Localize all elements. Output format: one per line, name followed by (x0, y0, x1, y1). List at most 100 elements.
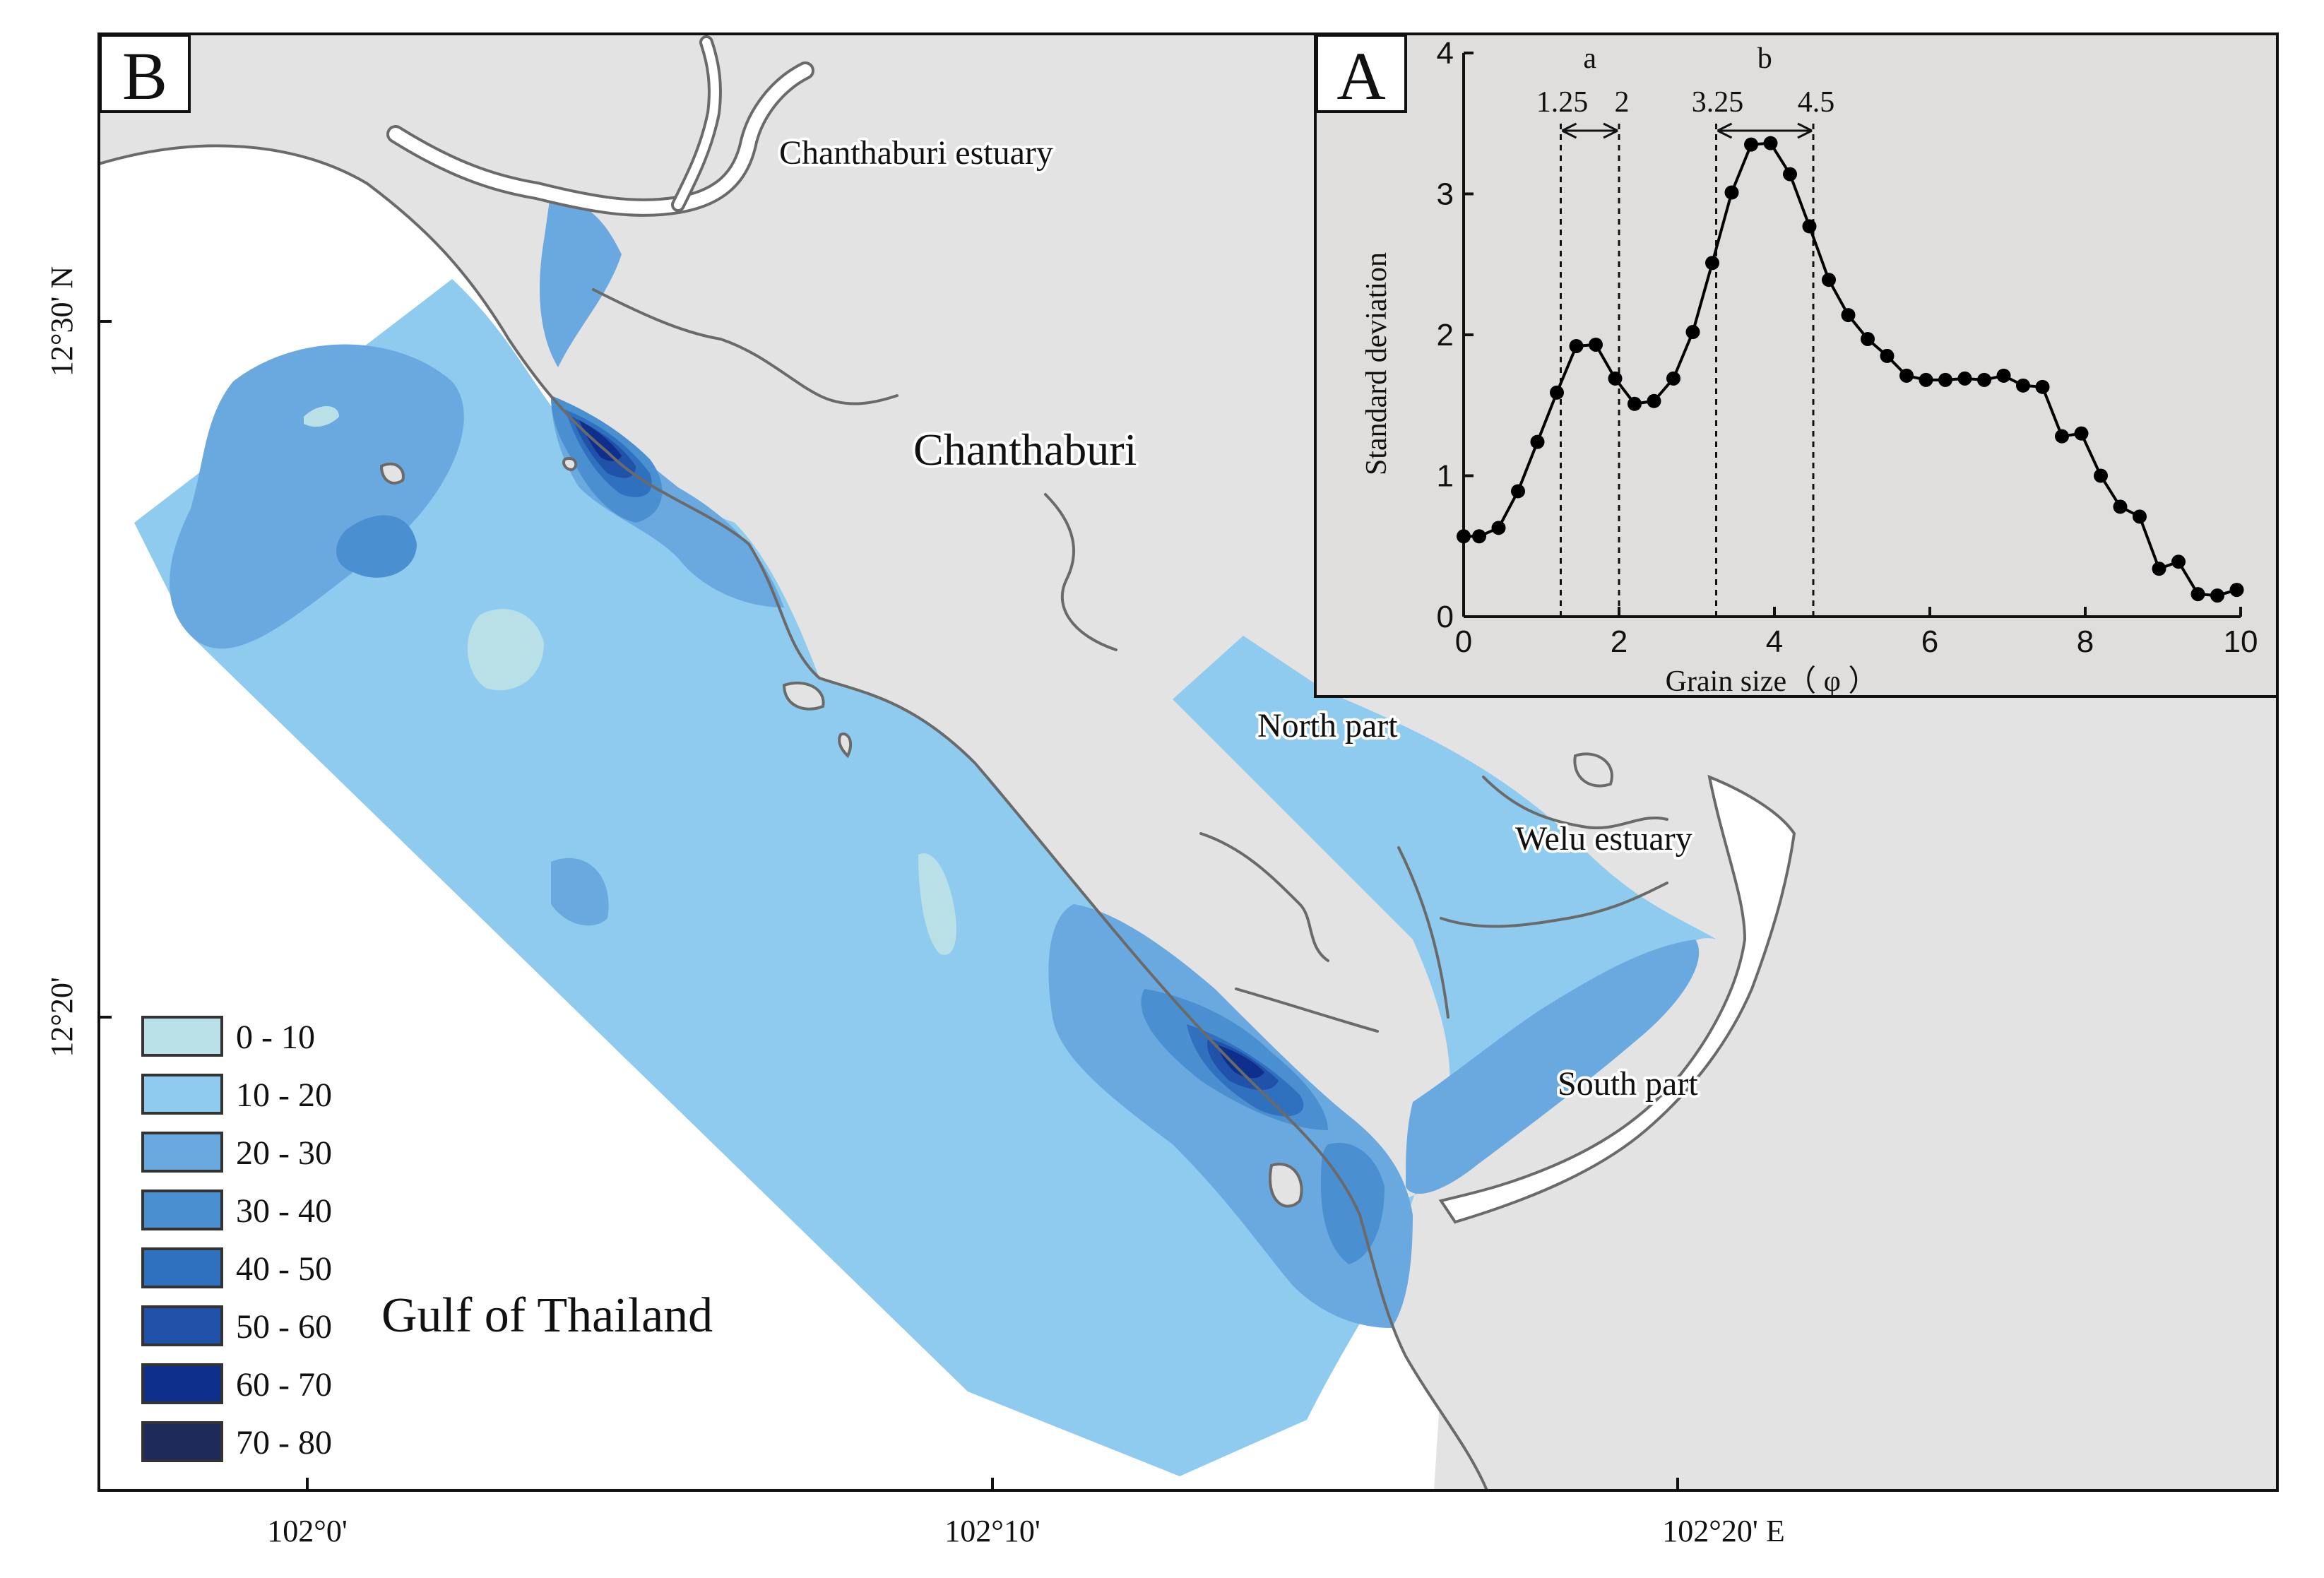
panel-a-letter: A (1336, 38, 1385, 114)
inset-y-tick-label: 4 (1437, 36, 1454, 71)
inset-series (1457, 136, 2244, 603)
inset-x-tick-label: 8 (2077, 624, 2094, 659)
inset-y-tick-label: 1 (1437, 459, 1454, 494)
inset-chart-panel: A 0 2 4 6 8 10 0 1 2 3 4 a 1.25 2 b 3.25 4.5 Grain size… (1314, 32, 2279, 698)
contour-20-30-south (1048, 904, 1413, 1328)
tidal-flats-east (1438, 774, 1796, 1224)
lon-tick-102-20: 102°20' E (1662, 1514, 1784, 1548)
range-b-label: b (1757, 42, 1772, 75)
data-point (2133, 509, 2147, 524)
legend-swatch (141, 1016, 223, 1057)
data-point (1511, 484, 1525, 499)
inset-axes: 0 2 4 6 8 10 0 1 2 3 4 (1437, 36, 2258, 659)
data-point (1919, 372, 1933, 387)
contour-0-10-north (304, 406, 339, 427)
data-point (1802, 219, 1817, 234)
lon-tick-102-0: 102°0' (267, 1514, 348, 1548)
inset-y-tick-label: 0 (1437, 600, 1454, 634)
range-a-arrowhead-right (1603, 122, 1618, 139)
data-point (1628, 396, 1642, 411)
data-point (2035, 379, 2050, 394)
inset-x-axis-label: Grain size（ φ ） (1666, 665, 1878, 698)
data-point (2074, 426, 2089, 441)
data-point (1666, 371, 1680, 386)
map-frame (97, 32, 2279, 1492)
data-point (1841, 308, 1856, 323)
legend-swatch (141, 1190, 223, 1230)
data-point (1899, 368, 1914, 383)
legend-label: 50 - 60 (236, 1308, 332, 1346)
range-a-start-label: 1.25 (1536, 86, 1589, 119)
legend-label: 40 - 50 (236, 1250, 332, 1288)
contour-20-30-mid (551, 858, 609, 926)
legend-swatch (141, 1421, 223, 1462)
data-point (1569, 338, 1584, 353)
contour-20-30-east (1406, 939, 1700, 1194)
map-lon-ticks (306, 1478, 1679, 1490)
range-b-end-label: 4.5 (1798, 86, 1835, 119)
inset-x-tick-label: 6 (1921, 624, 1938, 659)
contour-0-10-mid (918, 853, 956, 955)
label-north-part: North part (1257, 707, 1398, 744)
data-point (1861, 331, 1875, 346)
data-point (1472, 529, 1486, 544)
legend-label: 20 - 30 (236, 1134, 332, 1172)
data-point (2229, 583, 2244, 598)
inset-x-tick-label: 10 (2224, 624, 2258, 659)
data-point (1763, 136, 1778, 150)
legend: 0 - 10 10 - 20 20 - 30 30 - 40 40 - 50 50 - 6… (141, 1016, 332, 1462)
label-gulf-of-thailand: Gulf of Thailand (381, 1288, 713, 1343)
inset-x-tick-label: 0 (1455, 624, 1472, 659)
map-lat-ticks (99, 320, 112, 1019)
legend-label: 30 - 40 (236, 1192, 332, 1230)
data-point (1822, 273, 1836, 287)
land-southeast (1434, 939, 2277, 1490)
legend-swatch (141, 1247, 223, 1288)
contour-30-40-west (336, 515, 417, 578)
panel-a-box (1315, 34, 1407, 113)
label-chanthaburi: Chanthaburi (913, 425, 1137, 475)
data-point (2152, 562, 2166, 576)
data-point (1880, 348, 1895, 363)
contour-0-10-west (467, 609, 544, 691)
data-point (1530, 434, 1545, 449)
inset-background (1314, 32, 2279, 698)
data-point (1685, 325, 1700, 340)
data-point (1977, 372, 1991, 387)
data-point (2190, 587, 2205, 602)
contour-60-70-south (1219, 1045, 1264, 1079)
label-chanthaburi-estuary: Chanthaburi estuary (779, 134, 1053, 172)
legend-label: 10 - 20 (236, 1076, 332, 1114)
rivers (386, 35, 1668, 1033)
inset-x-tick-label: 4 (1766, 624, 1783, 659)
inset-y-tick-label: 2 (1437, 318, 1454, 352)
legend-swatch (141, 1132, 223, 1173)
range-a-label: a (1583, 42, 1596, 75)
legend-label: 60 - 70 (236, 1366, 332, 1404)
contour-60-70-north (579, 420, 622, 461)
data-point (2113, 499, 2128, 514)
range-a-end-label: 2 (1615, 86, 1630, 119)
data-point (2210, 588, 2224, 603)
lon-tick-102-10: 102°10' (944, 1514, 1041, 1548)
data-point (1491, 521, 1506, 535)
data-point (1550, 385, 1564, 400)
range-b-arrowhead-right (1797, 122, 1813, 139)
legend-label: 70 - 80 (236, 1424, 332, 1461)
data-point (1457, 529, 1471, 544)
inset-y-axis-label: Standard deviation (1360, 252, 1393, 475)
data-point (2016, 378, 2030, 393)
range-b-start-label: 3.25 (1692, 86, 1744, 119)
legend-label: 0 - 10 (236, 1019, 315, 1056)
legend-swatch (141, 1305, 223, 1346)
data-point (1744, 137, 1758, 152)
data-point (1783, 167, 1797, 182)
range-a-arrowhead-left (1561, 122, 1577, 139)
panel-b-letter: B (122, 38, 167, 114)
data-point (1724, 185, 1739, 200)
panel-b-label: B (99, 34, 191, 114)
coastline (99, 144, 1488, 1490)
legend-swatch (141, 1363, 223, 1404)
contour-20-30-estuary (540, 191, 622, 367)
